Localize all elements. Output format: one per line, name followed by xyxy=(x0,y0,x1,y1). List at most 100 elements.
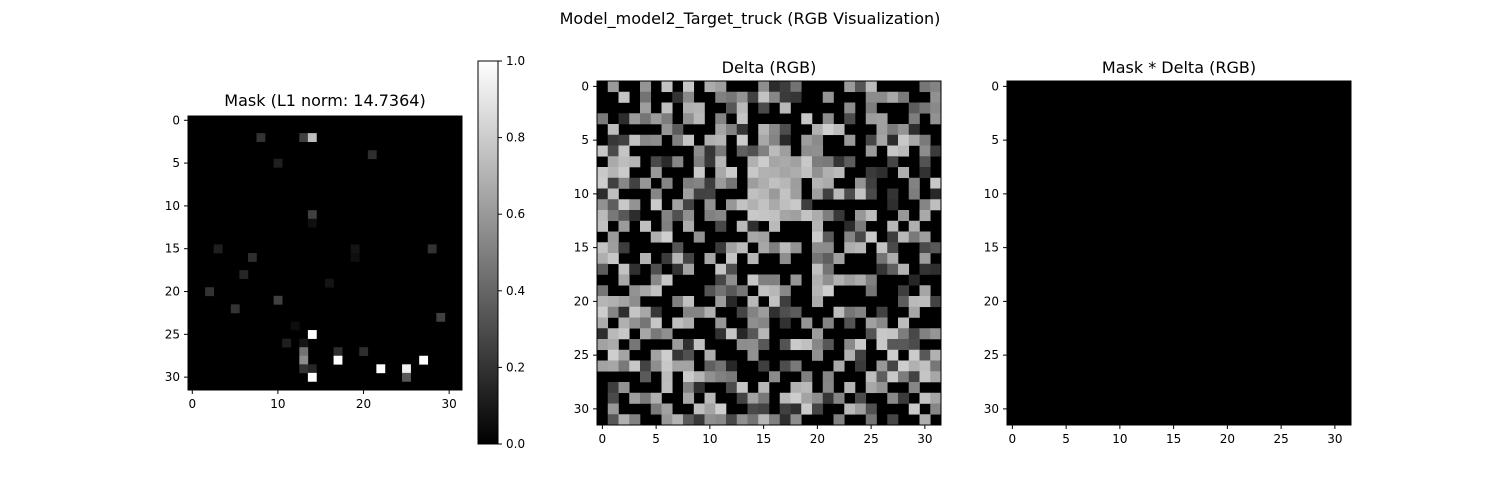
heatmap-cell xyxy=(898,296,910,308)
heatmap-background xyxy=(188,116,462,390)
heatmap-cell xyxy=(790,339,802,351)
heatmap-cell xyxy=(629,392,641,404)
heatmap-cell xyxy=(683,414,695,426)
heatmap-cell xyxy=(844,156,856,168)
heatmap-cell xyxy=(779,403,791,415)
heatmap-cell xyxy=(607,339,619,351)
heatmap-cell xyxy=(801,113,813,125)
heatmap-cell xyxy=(908,113,920,125)
heatmap-cell xyxy=(790,188,802,200)
heatmap-cell xyxy=(887,124,899,136)
heatmap-cell xyxy=(618,156,630,168)
heatmap-cell xyxy=(844,242,856,254)
heatmap-cell xyxy=(747,349,759,361)
heatmap-cell xyxy=(618,145,630,157)
heatmap-cell xyxy=(715,263,727,275)
heatmap-cell xyxy=(726,371,738,383)
heatmap-cell xyxy=(618,414,630,426)
heatmap-cell xyxy=(672,317,684,329)
colorbar-gradient xyxy=(477,60,499,445)
heatmap-cell xyxy=(919,210,931,222)
heatmap-cell xyxy=(876,360,888,372)
heatmap-cell xyxy=(769,177,781,189)
heatmap-cell xyxy=(607,167,619,179)
heatmap-cell xyxy=(844,382,856,394)
heatmap-cell xyxy=(747,392,759,404)
heatmap-cell xyxy=(661,349,673,361)
heatmap-cell xyxy=(661,253,673,265)
heatmap-cell xyxy=(930,263,942,275)
heatmap-cell xyxy=(715,242,727,254)
mask-heatmap xyxy=(188,116,462,390)
heatmap-cell xyxy=(908,134,920,146)
colorbar-ticks: 0.0 0.2 0.4 0.6 0.8 1.0 xyxy=(498,54,525,451)
heatmap-cell xyxy=(790,403,802,415)
heatmap-cell xyxy=(629,156,641,168)
heatmap-cell xyxy=(898,360,910,372)
heatmap-cell xyxy=(876,91,888,103)
x-tick-label: 5 xyxy=(1062,432,1070,446)
heatmap-cell xyxy=(779,124,791,136)
heatmap-cell xyxy=(758,403,770,415)
heatmap-cell xyxy=(779,392,791,404)
heatmap-cell xyxy=(693,102,705,114)
heatmap-cell xyxy=(693,339,705,351)
heatmap-cell xyxy=(844,403,856,415)
y-tick-label: 30 xyxy=(165,370,180,384)
heatmap-cell xyxy=(704,392,716,404)
heatmap-cell xyxy=(747,91,759,103)
heatmap-cell xyxy=(919,134,931,146)
heatmap-cell xyxy=(402,364,411,374)
heatmap-cell xyxy=(704,371,716,383)
heatmap-cell xyxy=(887,360,899,372)
masked-delta-heatmap xyxy=(1007,81,1351,425)
heatmap-cell xyxy=(769,371,781,383)
heatmap-cell xyxy=(607,242,619,254)
heatmap-cell xyxy=(736,414,748,426)
heatmap-cell xyxy=(898,339,910,351)
heatmap-cell xyxy=(801,167,813,179)
heatmap-cell xyxy=(419,355,429,365)
heatmap-cell xyxy=(607,81,619,93)
heatmap-cell xyxy=(683,371,695,383)
x-tick-label: 25 xyxy=(863,432,878,446)
heatmap-cell xyxy=(640,102,652,114)
masked-delta-panel-title: Mask * Delta (RGB) xyxy=(1102,58,1256,77)
heatmap-cell xyxy=(640,91,652,103)
heatmap-cell xyxy=(876,124,888,136)
heatmap-cell xyxy=(299,338,309,348)
heatmap-cell xyxy=(865,274,877,286)
heatmap-cell xyxy=(693,188,705,200)
heatmap-cell xyxy=(736,339,748,351)
masked-delta-axes-frame xyxy=(1006,80,1352,426)
heatmap-cell xyxy=(801,339,813,351)
heatmap-cell xyxy=(876,113,888,125)
heatmap-cell xyxy=(597,285,609,297)
heatmap-cell xyxy=(919,199,931,211)
heatmap-cell xyxy=(919,349,931,361)
heatmap-cell xyxy=(876,242,888,254)
heatmap-cell xyxy=(704,188,716,200)
heatmap-cell xyxy=(607,253,619,265)
heatmap-cell xyxy=(801,317,813,329)
heatmap-cell xyxy=(683,339,695,351)
heatmap-cell xyxy=(629,296,641,308)
heatmap-cell xyxy=(597,242,609,254)
heatmap-cell xyxy=(683,102,695,114)
heatmap-cell xyxy=(736,113,748,125)
heatmap-cell xyxy=(855,339,867,351)
x-tick-label: 10 xyxy=(1112,432,1127,446)
heatmap-cell xyxy=(822,210,834,222)
heatmap-cell xyxy=(715,124,727,136)
y-tick-label: 20 xyxy=(984,294,999,308)
heatmap-cell xyxy=(769,274,781,286)
heatmap-cell xyxy=(865,328,877,340)
heatmap-cell xyxy=(693,177,705,189)
heatmap-cell xyxy=(898,263,910,275)
heatmap-cell xyxy=(607,199,619,211)
heatmap-cell xyxy=(213,244,223,254)
heatmap-cell xyxy=(822,317,834,329)
heatmap-cell xyxy=(736,124,748,136)
heatmap-cell xyxy=(919,167,931,179)
heatmap-cell xyxy=(758,188,770,200)
